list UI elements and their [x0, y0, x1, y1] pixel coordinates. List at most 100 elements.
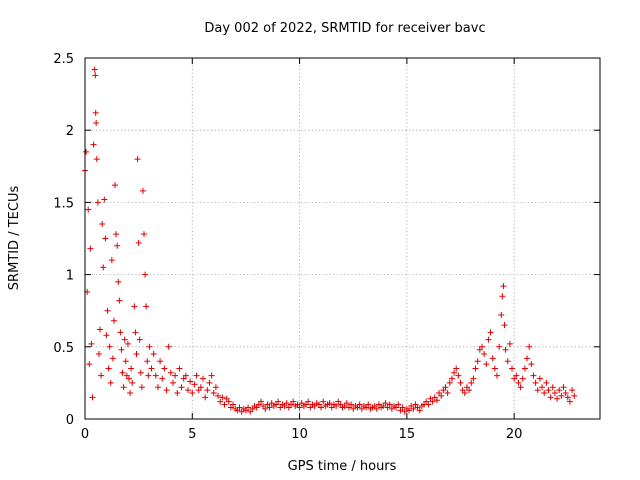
data-point — [89, 394, 96, 401]
data-point — [530, 372, 537, 379]
data-point — [109, 355, 116, 362]
data-point — [536, 375, 543, 382]
data-point — [100, 264, 107, 271]
data-point — [221, 401, 228, 408]
x-tick-label: 0 — [81, 427, 89, 442]
data-point — [373, 405, 380, 412]
data-point — [200, 375, 207, 382]
data-point — [333, 403, 340, 410]
data-point — [554, 395, 561, 402]
data-point — [543, 379, 550, 386]
data-point — [528, 361, 535, 368]
data-point — [98, 372, 105, 379]
data-point — [217, 398, 224, 405]
data-point — [506, 340, 513, 347]
data-point — [416, 407, 423, 414]
data-point — [305, 398, 312, 405]
data-point — [113, 231, 120, 238]
data-point — [457, 379, 464, 386]
y-tick-label: 0.5 — [53, 341, 74, 356]
data-point — [163, 387, 170, 394]
data-point — [134, 156, 141, 163]
data-point — [167, 369, 174, 376]
data-point — [101, 196, 108, 203]
data-point — [562, 390, 569, 397]
data-points — [82, 66, 578, 415]
data-point — [124, 340, 131, 347]
data-point — [489, 355, 496, 362]
data-point — [442, 384, 449, 391]
data-point — [290, 398, 297, 405]
data-point — [94, 199, 101, 206]
data-point — [453, 365, 460, 372]
data-point — [425, 401, 432, 408]
data-point — [115, 278, 122, 285]
data-point — [90, 141, 97, 148]
data-point — [105, 365, 112, 372]
data-point — [225, 398, 232, 405]
data-point — [116, 297, 123, 304]
x-tick-label: 20 — [506, 427, 523, 442]
data-point — [88, 340, 95, 347]
data-point — [187, 378, 194, 385]
data-point — [161, 365, 168, 372]
data-point — [504, 358, 511, 365]
data-point — [112, 182, 119, 189]
data-point — [545, 387, 552, 394]
data-point — [159, 375, 166, 382]
data-point — [95, 351, 102, 358]
data-point — [446, 379, 453, 386]
data-point — [204, 387, 211, 394]
data-point — [91, 66, 98, 73]
data-point — [219, 394, 226, 401]
data-point — [172, 372, 179, 379]
data-point — [499, 293, 506, 300]
x-tick-label: 5 — [188, 427, 196, 442]
data-point — [519, 375, 526, 382]
x-axis-label: GPS time / hours — [288, 459, 397, 474]
data-point — [509, 365, 516, 372]
data-point — [122, 358, 129, 365]
data-point — [208, 372, 215, 379]
data-point — [182, 372, 189, 379]
data-point — [154, 384, 161, 391]
data-point — [129, 379, 136, 386]
data-point — [395, 401, 402, 408]
data-point — [481, 351, 488, 358]
data-point — [86, 361, 93, 368]
data-point — [472, 365, 479, 372]
data-point — [448, 375, 455, 382]
data-point — [185, 387, 191, 394]
data-point — [131, 303, 138, 310]
data-point — [526, 343, 533, 350]
data-point — [93, 156, 100, 163]
data-point — [558, 392, 565, 399]
data-point — [206, 379, 213, 386]
data-point — [296, 404, 303, 411]
data-point — [92, 109, 99, 116]
y-tick-label: 0 — [66, 413, 74, 428]
data-point — [547, 394, 554, 401]
data-point — [108, 257, 115, 264]
x-tick-label: 10 — [291, 427, 308, 442]
data-point — [132, 329, 139, 336]
data-point — [178, 384, 185, 391]
data-point — [93, 119, 100, 126]
data-point — [320, 398, 327, 405]
data-point — [139, 187, 146, 194]
data-point — [150, 351, 157, 358]
data-point — [534, 387, 541, 394]
data-point — [496, 343, 503, 350]
data-point — [501, 322, 508, 329]
data-point — [483, 361, 490, 368]
y-tick-label: 2 — [66, 124, 74, 139]
data-point — [87, 245, 94, 252]
data-point — [174, 390, 181, 397]
chart-title: Day 002 of 2022, SRMTID for receiver bav… — [204, 21, 485, 36]
data-point — [521, 365, 528, 372]
y-tick-label: 1.5 — [53, 196, 74, 211]
data-point — [210, 390, 217, 397]
data-point — [97, 326, 104, 333]
data-point — [451, 369, 458, 376]
